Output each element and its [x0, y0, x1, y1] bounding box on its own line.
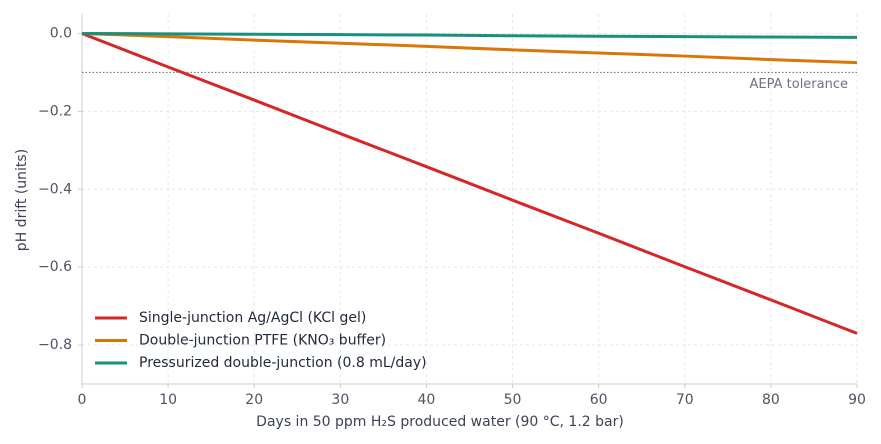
x-tick-label: 90	[848, 392, 866, 408]
x-tick-label: 70	[676, 392, 694, 408]
x-axis-label: Days in 50 ppm H₂S produced water (90 °C…	[256, 414, 624, 430]
y-tick-label: −0.4	[38, 181, 72, 197]
legend-label: Double-junction PTFE (KNO₃ buffer)	[139, 333, 386, 349]
x-tick-label: 80	[762, 392, 780, 408]
legend-label: Single-junction Ag/AgCl (KCl gel)	[139, 310, 366, 326]
x-tick-label: 60	[590, 392, 608, 408]
x-tick-label: 20	[245, 392, 263, 408]
x-tick-label: 50	[504, 392, 522, 408]
series-line	[81, 31, 858, 65]
x-tick-label: 40	[418, 392, 436, 408]
series-line	[81, 31, 858, 39]
y-tick-label: 0.0	[50, 25, 72, 41]
reference-label: AEPA tolerance	[750, 77, 849, 92]
series-line	[81, 32, 858, 335]
y-tick-label: −0.2	[38, 103, 72, 119]
y-axis-label: pH drift (units)	[14, 149, 30, 251]
x-tick-label: 30	[331, 392, 349, 408]
x-tick-label: 0	[78, 392, 87, 408]
legend-label: Pressurized double-junction (0.8 mL/day)	[139, 355, 427, 371]
y-tick-label: −0.8	[38, 337, 72, 353]
y-tick-label: −0.6	[38, 259, 72, 275]
x-tick-label: 10	[159, 392, 177, 408]
